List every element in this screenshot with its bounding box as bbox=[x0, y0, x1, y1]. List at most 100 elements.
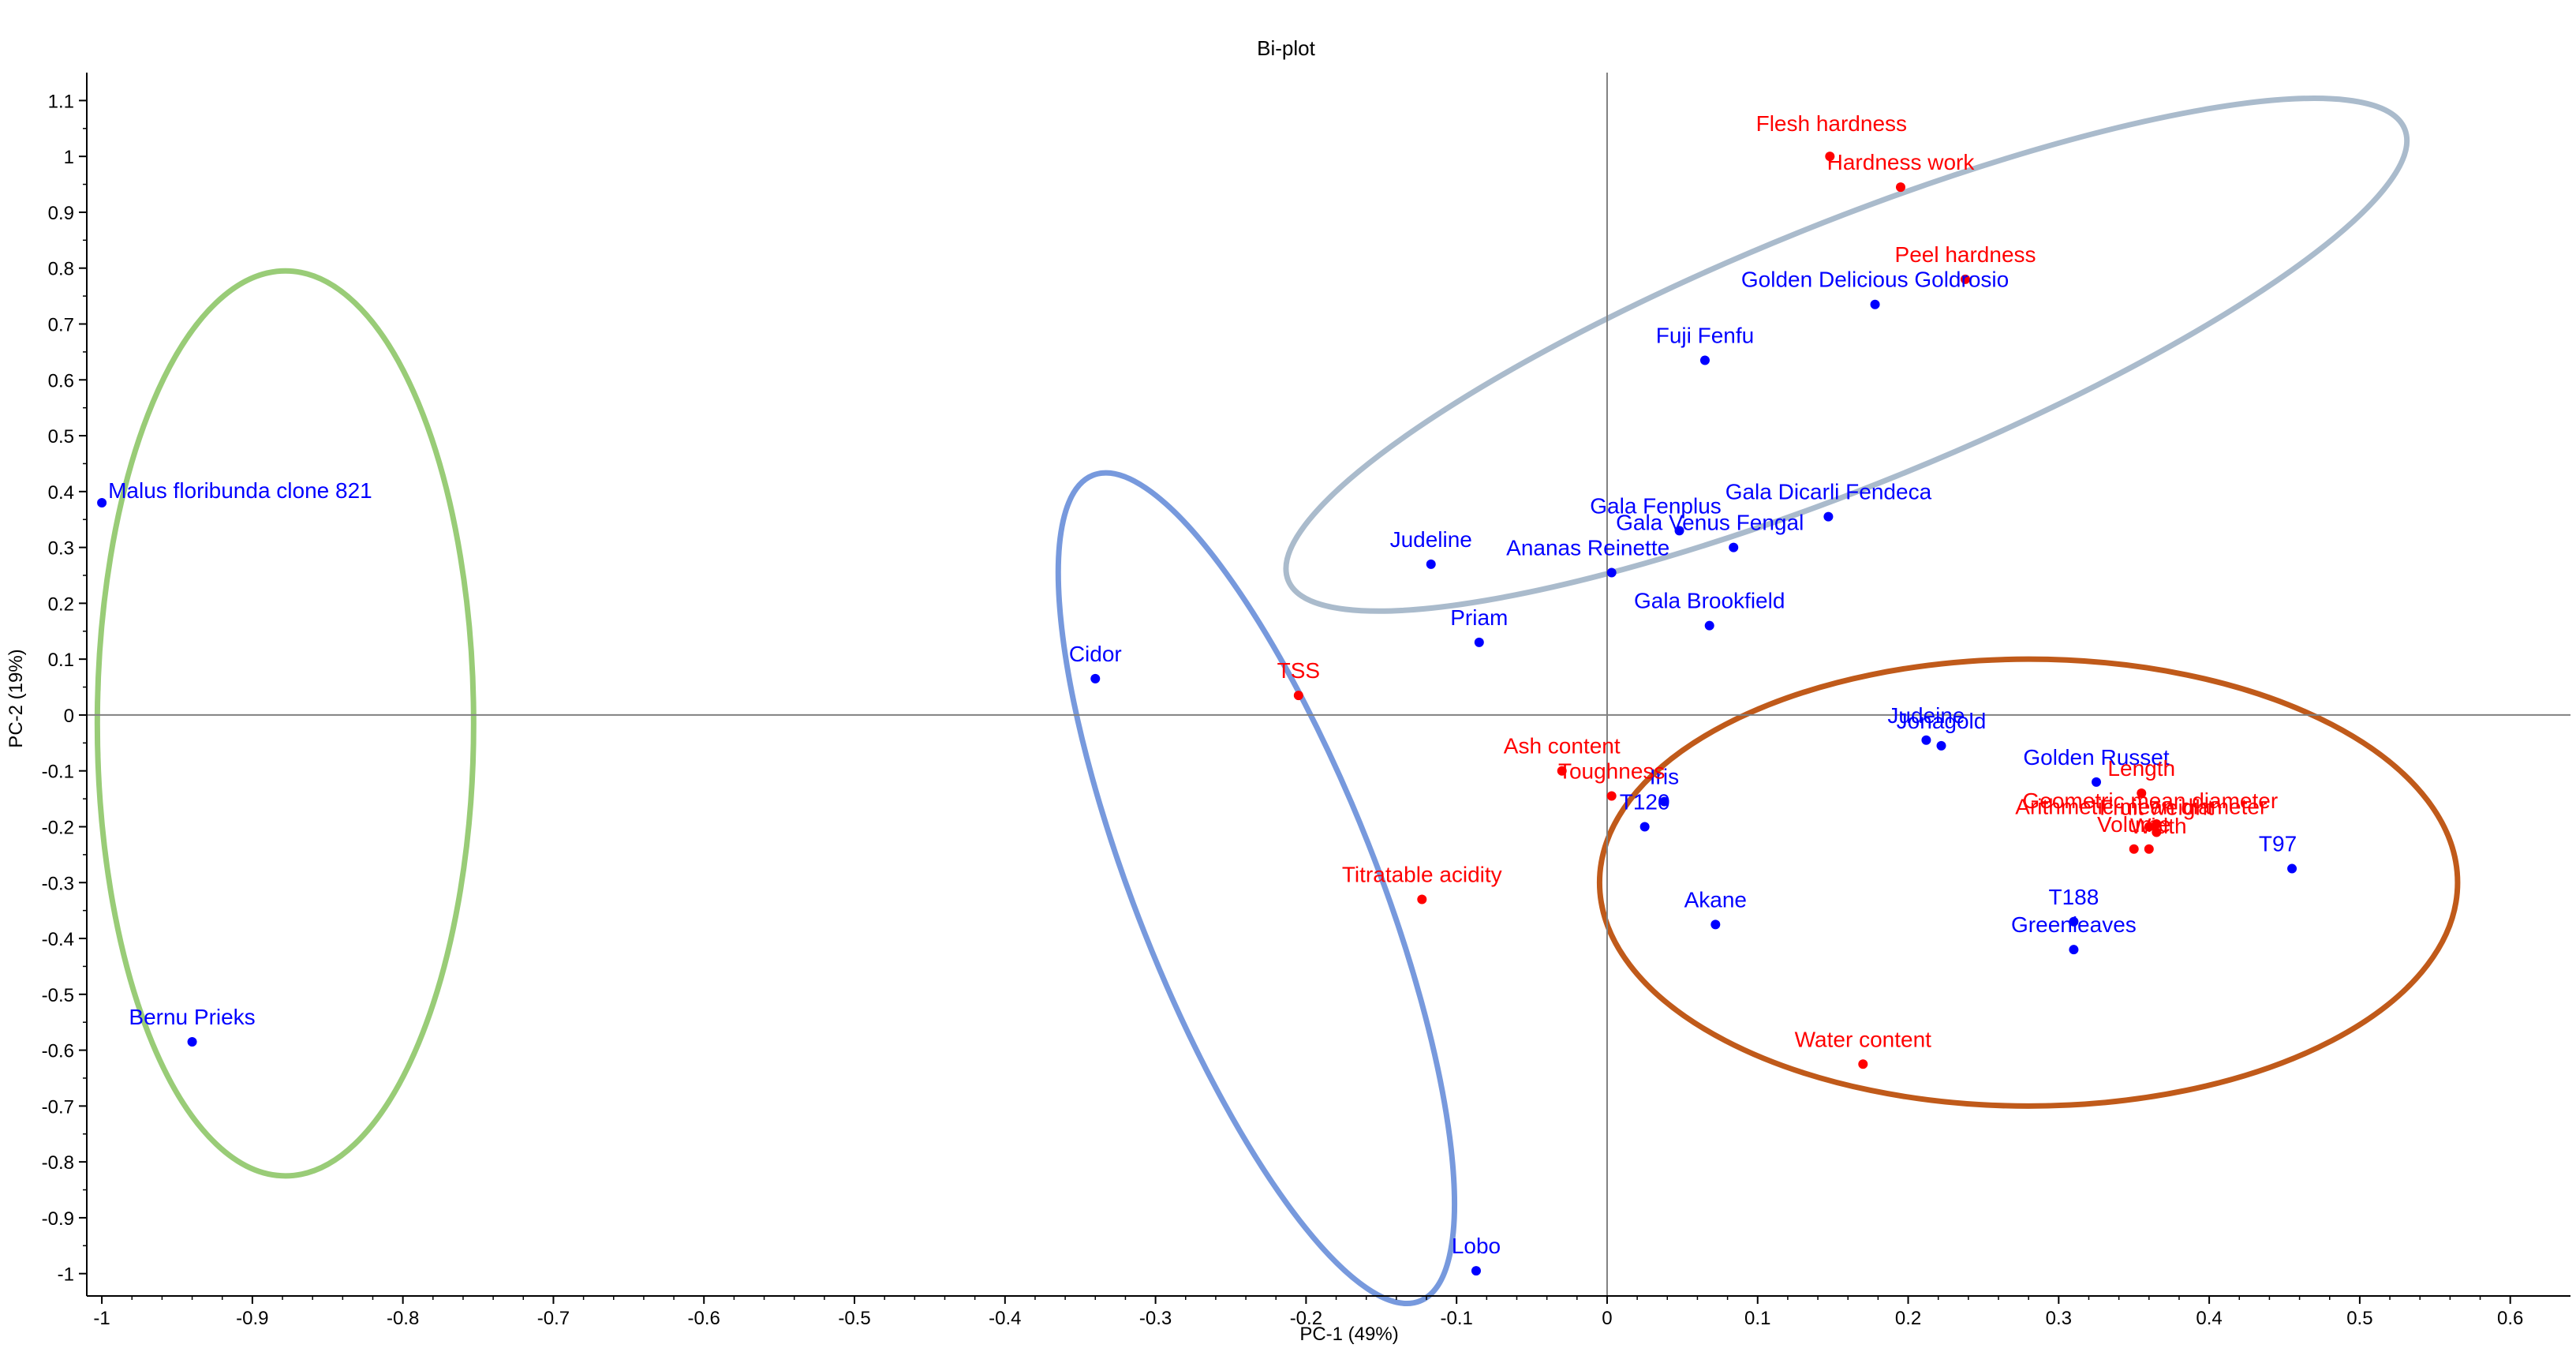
point-cidor bbox=[1090, 673, 1101, 683]
axes: -1 -0.9 -0.8 -0.7 -0.6 -0.5 -0.4 -0.3 -0.2 -0.1 0 0… bbox=[42, 73, 2570, 1329]
label-golden-delicious-goldrosio: Golden Delicious Goldrosio bbox=[1741, 268, 2009, 292]
group-ellipses bbox=[94, 96, 2461, 1307]
x-tick-label: -0.3 bbox=[1139, 1308, 1172, 1329]
point-lobo bbox=[1471, 1266, 1481, 1276]
point-gala-venus-fengal bbox=[1729, 542, 1739, 552]
point-judeline bbox=[1426, 559, 1436, 569]
label-arithmetic-mean-diameter: Arithmetic mean diameter bbox=[2015, 794, 2267, 818]
label-priam: Priam bbox=[1450, 605, 1508, 630]
point-t97 bbox=[2287, 863, 2297, 874]
label-ash-content: Ash content bbox=[1504, 734, 1621, 758]
ellipse-green bbox=[94, 268, 477, 1179]
label-gala-venus-fengal: Gala Venus Fengal bbox=[1616, 511, 1804, 535]
x-tick-label: 0.2 bbox=[1895, 1308, 1921, 1329]
point-peel-hardness bbox=[1961, 274, 1971, 284]
chart-title: Bi-plot bbox=[1257, 36, 1315, 60]
data-points bbox=[97, 152, 2297, 1276]
x-tick-label: 0.6 bbox=[2497, 1308, 2523, 1329]
x-tick-label: -0.8 bbox=[387, 1308, 419, 1329]
x-tick-label: 0.5 bbox=[2346, 1308, 2372, 1329]
point-gala-brookfield bbox=[1704, 620, 1714, 631]
y-tick-label: 0 bbox=[64, 706, 74, 727]
y-tick-label: -0.3 bbox=[42, 873, 74, 894]
x-axis-title: PC-1 (49%) bbox=[1299, 1324, 1398, 1345]
x-tick-label: -0.5 bbox=[838, 1308, 870, 1329]
label-judeline: Judeline bbox=[1390, 527, 1472, 552]
point-gala-dicarli-fendeca bbox=[1823, 511, 1834, 522]
y-tick-label: -0.8 bbox=[42, 1152, 74, 1174]
label-gala-dicarli-fendeca: Gala Dicarli Fendeca bbox=[1725, 480, 1932, 504]
x-tick-label: -0.9 bbox=[236, 1308, 268, 1329]
label-hardness-work: Hardness work bbox=[1827, 150, 1976, 174]
label-iris: Iris bbox=[1650, 765, 1679, 789]
y-tick-label: 0.1 bbox=[48, 650, 74, 671]
y-tick-label: -0.1 bbox=[42, 762, 74, 783]
y-tick-label: -0.5 bbox=[42, 985, 74, 1006]
x-tick-label: -0.4 bbox=[989, 1308, 1021, 1329]
data-labels: Malus floribunda clone 821 Bernu Prieks Ci… bbox=[108, 111, 2297, 1258]
y-tick-label: 0.5 bbox=[48, 426, 74, 448]
point-t188 bbox=[2069, 916, 2079, 927]
label-geometric-mean-diameter: Geometric mean diameter bbox=[2022, 788, 2278, 813]
label-t97: T97 bbox=[2259, 832, 2297, 856]
label-golden-russet: Golden Russet bbox=[2023, 745, 2169, 770]
label-malus-floribunda-clone-821: Malus floribunda clone 821 bbox=[108, 478, 372, 503]
x-tick-label: -1 bbox=[93, 1308, 110, 1329]
label-gala-fenplus: Gala Fenplus bbox=[1590, 493, 1722, 518]
y-tick-label: 0.9 bbox=[48, 203, 74, 224]
y-tick-label: 0.6 bbox=[48, 370, 74, 391]
x-tick-label: -0.6 bbox=[688, 1308, 720, 1329]
label-width: Width bbox=[2130, 814, 2187, 838]
point-length bbox=[2137, 788, 2147, 799]
y-tick-label: -0.7 bbox=[42, 1096, 74, 1118]
point-width bbox=[2144, 844, 2154, 854]
point-judeine bbox=[1921, 735, 1931, 745]
point-greenleaves bbox=[2069, 945, 2079, 955]
label-flesh-hardness: Flesh hardness bbox=[1756, 111, 1907, 136]
point-geometric-mean-diameter bbox=[2152, 818, 2162, 829]
label-fuji-fenfu: Fuji Fenfu bbox=[1656, 323, 1755, 347]
ellipse-grey bbox=[1283, 96, 2410, 614]
point-ash-content bbox=[1557, 766, 1567, 776]
point-gala-fenplus bbox=[1674, 526, 1684, 536]
label-cidor: Cidor bbox=[1069, 642, 1122, 666]
y-axis-title: PC-2 (19%) bbox=[6, 649, 27, 747]
point-priam bbox=[1474, 637, 1484, 647]
x-tick-label: 0.3 bbox=[2046, 1308, 2072, 1329]
label-peel-hardness: Peel hardness bbox=[1895, 242, 2036, 267]
y-tick-label: -0.4 bbox=[42, 929, 74, 950]
x-tick-label: 0.1 bbox=[1744, 1308, 1770, 1329]
point-toughness bbox=[1606, 791, 1617, 801]
y-tick-label: 0.7 bbox=[48, 314, 74, 335]
x-tick-label: -0.2 bbox=[1290, 1308, 1322, 1329]
point-titratable-acidity bbox=[1417, 894, 1427, 904]
y-tick-label: 0.8 bbox=[48, 259, 74, 280]
point-fuji-fenfu bbox=[1699, 355, 1710, 365]
y-tick-label: -0.6 bbox=[42, 1041, 74, 1062]
point-golden-russet bbox=[2092, 777, 2102, 787]
point-arithmetic-mean-diameter bbox=[2144, 822, 2154, 832]
point-akane bbox=[1710, 919, 1721, 930]
x-tick-label: -0.7 bbox=[537, 1308, 570, 1329]
point-volume bbox=[2129, 844, 2139, 854]
label-gala-brookfield: Gala Brookfield bbox=[1634, 589, 1785, 613]
y-tick-label: 0.4 bbox=[48, 482, 74, 504]
y-tick-label: -0.9 bbox=[42, 1208, 74, 1230]
label-fruit-weight: Fruit weight bbox=[2099, 796, 2214, 820]
label-toughness: Toughness bbox=[1558, 759, 1665, 784]
point-jonagold bbox=[1936, 740, 1946, 751]
ellipse-blue bbox=[1055, 470, 1458, 1307]
label-length: Length bbox=[2107, 756, 2175, 781]
point-fruit-weight bbox=[2152, 827, 2162, 837]
point-golden-delicious-goldrosio bbox=[1870, 299, 1880, 309]
point-t120 bbox=[1639, 822, 1650, 832]
y-tick-label: 0.3 bbox=[48, 538, 74, 560]
x-tick-label: -0.1 bbox=[1440, 1308, 1472, 1329]
label-judeine: Judeine bbox=[1887, 703, 1965, 728]
point-malus-floribunda-clone-821 bbox=[97, 497, 107, 507]
y-tick-label: -0.2 bbox=[42, 817, 74, 838]
label-t188: T188 bbox=[2048, 885, 2099, 909]
point-bernu-prieks bbox=[187, 1036, 197, 1047]
label-akane: Akane bbox=[1684, 887, 1747, 912]
